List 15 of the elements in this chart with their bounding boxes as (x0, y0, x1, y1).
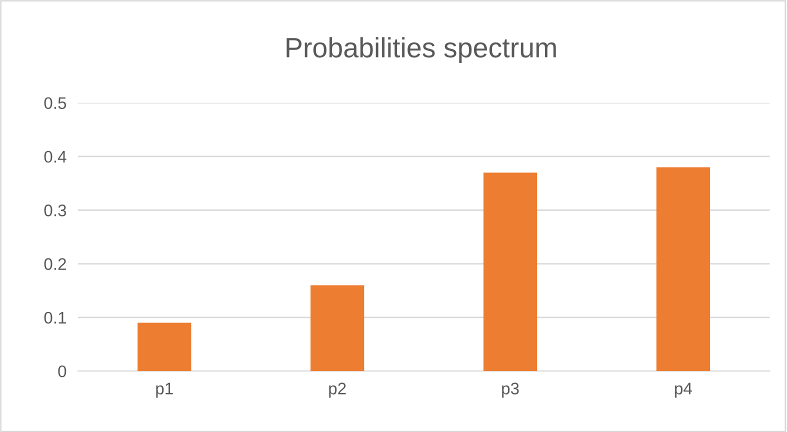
chart-title: Probabilities spectrum (286, 37, 556, 64)
bar (656, 167, 710, 372)
bar (138, 322, 192, 372)
y-tick-label: 0.4 (44, 150, 66, 163)
y-tick-label: 0.2 (44, 258, 66, 270)
y-tick-label: 0.3 (44, 204, 66, 216)
y-tick-label: 0 (58, 365, 66, 378)
y-tick-label: 0.1 (44, 312, 66, 324)
x-tick-label: p3 (502, 382, 519, 398)
x-tick-label: p4 (675, 382, 692, 398)
x-tick-label: p2 (329, 382, 346, 398)
x-tick-label: p1 (156, 382, 173, 398)
bar (483, 172, 538, 372)
y-tick-label: 0.5 (44, 97, 66, 110)
bar (310, 285, 364, 372)
